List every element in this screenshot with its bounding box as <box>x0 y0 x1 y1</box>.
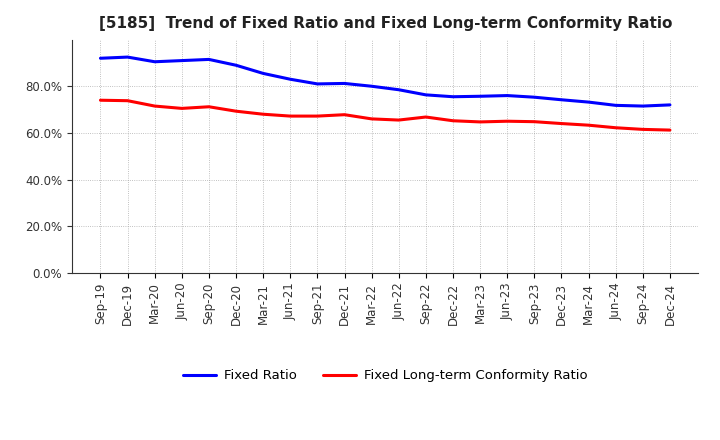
Fixed Ratio <box>449 94 457 99</box>
Fixed Long-term Conformity Ratio <box>503 118 511 124</box>
Fixed Long-term Conformity Ratio <box>150 103 159 109</box>
Fixed Long-term Conformity Ratio <box>530 119 539 125</box>
Fixed Long-term Conformity Ratio <box>639 127 647 132</box>
Fixed Ratio <box>150 59 159 64</box>
Fixed Ratio <box>178 58 186 63</box>
Fixed Ratio <box>204 57 213 62</box>
Fixed Long-term Conformity Ratio <box>232 109 240 114</box>
Fixed Long-term Conformity Ratio <box>557 121 566 126</box>
Fixed Long-term Conformity Ratio <box>611 125 620 130</box>
Fixed Long-term Conformity Ratio <box>665 128 674 133</box>
Fixed Long-term Conformity Ratio <box>367 116 376 121</box>
Fixed Long-term Conformity Ratio <box>341 112 349 117</box>
Legend: Fixed Ratio, Fixed Long-term Conformity Ratio: Fixed Ratio, Fixed Long-term Conformity … <box>178 364 593 388</box>
Title: [5185]  Trend of Fixed Ratio and Fixed Long-term Conformity Ratio: [5185] Trend of Fixed Ratio and Fixed Lo… <box>99 16 672 32</box>
Line: Fixed Ratio: Fixed Ratio <box>101 57 670 106</box>
Fixed Long-term Conformity Ratio <box>476 119 485 125</box>
Fixed Ratio <box>639 103 647 109</box>
Fixed Long-term Conformity Ratio <box>178 106 186 111</box>
Line: Fixed Long-term Conformity Ratio: Fixed Long-term Conformity Ratio <box>101 100 670 130</box>
Fixed Ratio <box>611 103 620 108</box>
Fixed Ratio <box>503 93 511 98</box>
Fixed Ratio <box>476 94 485 99</box>
Fixed Ratio <box>96 55 105 61</box>
Fixed Ratio <box>395 87 403 92</box>
Fixed Ratio <box>286 77 294 82</box>
Fixed Long-term Conformity Ratio <box>204 104 213 110</box>
Fixed Ratio <box>665 102 674 107</box>
Fixed Long-term Conformity Ratio <box>96 98 105 103</box>
Fixed Ratio <box>259 71 268 76</box>
Fixed Ratio <box>341 81 349 86</box>
Fixed Ratio <box>313 81 322 87</box>
Fixed Ratio <box>123 55 132 60</box>
Fixed Long-term Conformity Ratio <box>395 117 403 123</box>
Fixed Ratio <box>530 95 539 100</box>
Fixed Long-term Conformity Ratio <box>123 98 132 103</box>
Fixed Long-term Conformity Ratio <box>259 112 268 117</box>
Fixed Ratio <box>584 99 593 105</box>
Fixed Long-term Conformity Ratio <box>584 123 593 128</box>
Fixed Ratio <box>421 92 430 98</box>
Fixed Ratio <box>367 84 376 89</box>
Fixed Ratio <box>557 97 566 103</box>
Fixed Long-term Conformity Ratio <box>313 114 322 119</box>
Fixed Long-term Conformity Ratio <box>449 118 457 123</box>
Fixed Long-term Conformity Ratio <box>421 114 430 120</box>
Fixed Long-term Conformity Ratio <box>286 114 294 119</box>
Fixed Ratio <box>232 62 240 68</box>
